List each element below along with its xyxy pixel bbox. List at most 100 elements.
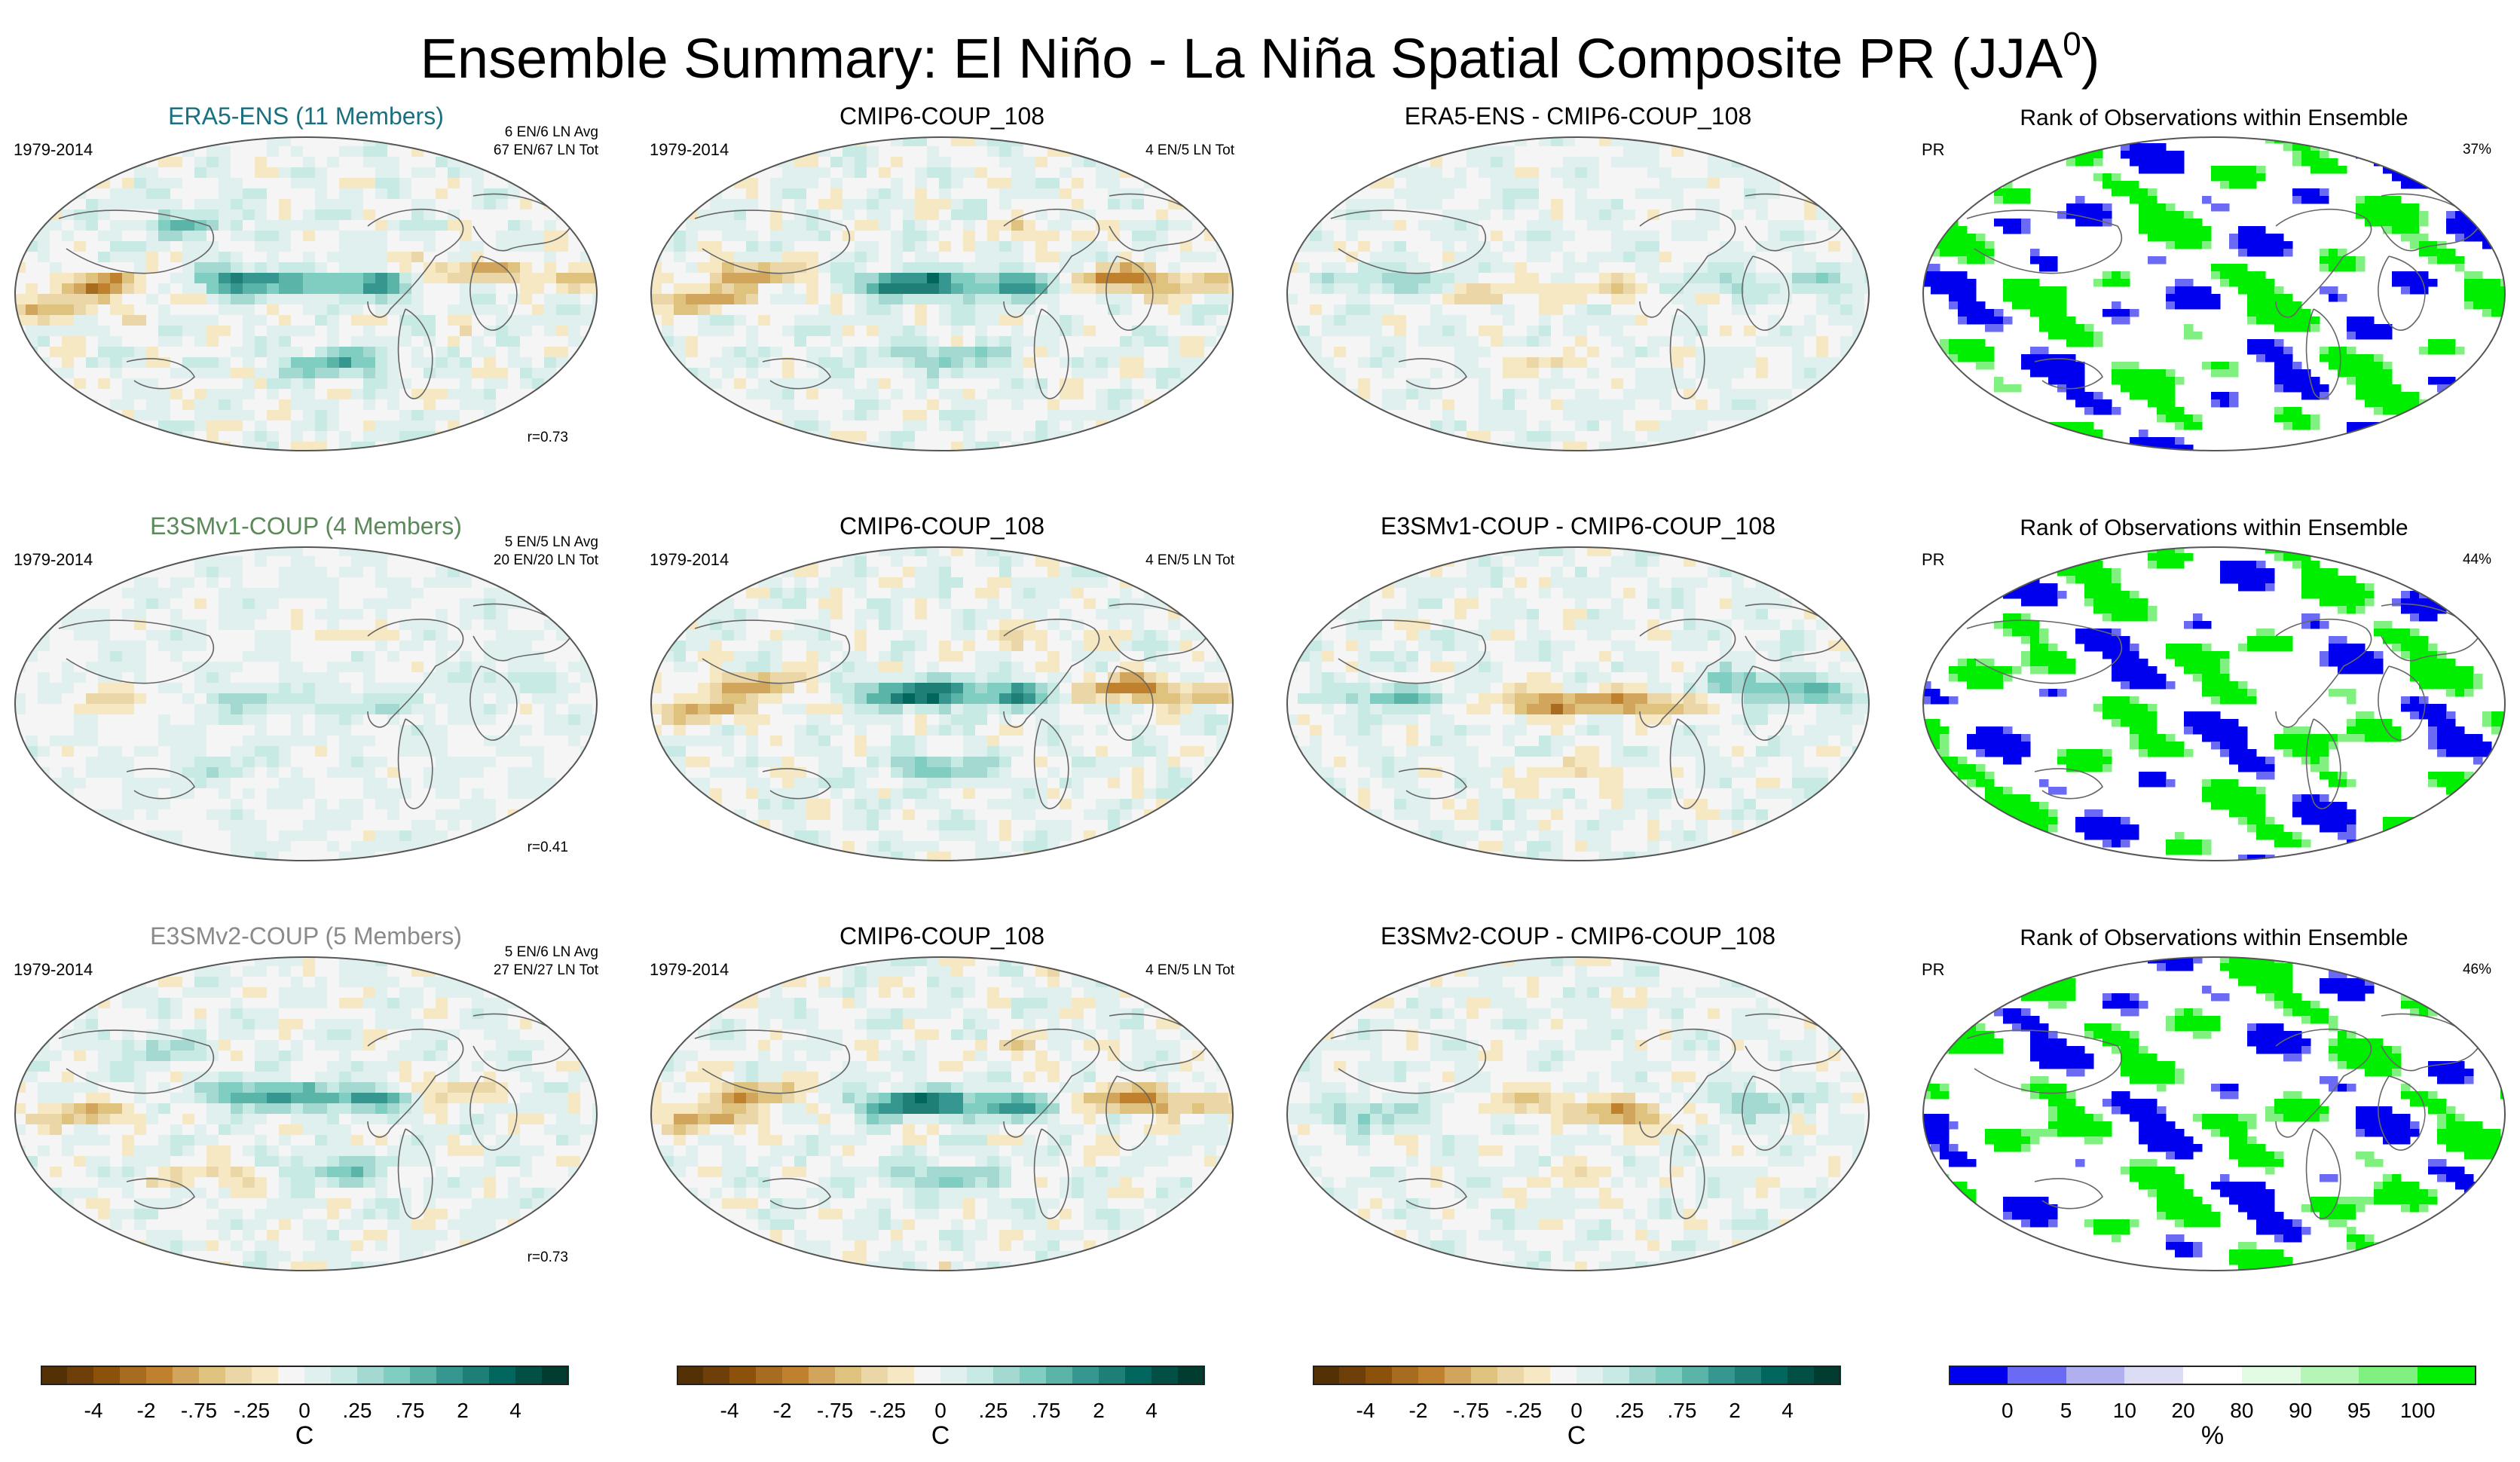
map-cell [686, 157, 699, 168]
map-cell [255, 231, 268, 242]
map-cell [1023, 347, 1036, 358]
map-cell [915, 368, 928, 379]
map-cell [1035, 421, 1048, 432]
map-cell [279, 326, 292, 337]
map-cell [975, 399, 988, 411]
map-cell [927, 220, 940, 231]
map-cell [1503, 273, 1515, 284]
map-cell [1575, 146, 1588, 158]
map-cell [999, 378, 1012, 390]
map-cell [963, 378, 976, 390]
map-cell [387, 167, 400, 179]
map-cell [484, 220, 497, 231]
map-cell [1744, 178, 1757, 189]
map-cell [206, 252, 219, 263]
map-cell [758, 199, 771, 210]
map-cell [1563, 368, 1576, 379]
rank-cell [2383, 211, 2393, 219]
map-cell [1132, 262, 1145, 274]
map-cell [915, 347, 928, 358]
map-cell [110, 220, 123, 231]
map-cell [686, 410, 699, 421]
rank-cell [2392, 219, 2402, 227]
map-cell [1216, 199, 1229, 210]
map-cell [255, 347, 268, 358]
map-cell [1659, 326, 1672, 337]
map-cell [146, 241, 159, 252]
map-cell [255, 188, 268, 200]
map-cell [1096, 378, 1109, 390]
map-cell [1322, 178, 1335, 189]
map-cell [867, 421, 879, 432]
map-cell [182, 178, 195, 189]
map-cell [1298, 294, 1310, 305]
map-cell [770, 315, 783, 326]
map-cell [1072, 167, 1084, 179]
map-cell [1454, 389, 1467, 400]
map-cell [484, 273, 497, 284]
map-cell [1287, 410, 1298, 421]
map-cell [1491, 315, 1503, 326]
map-cell [1491, 368, 1503, 379]
map-cell [1659, 431, 1672, 442]
map-cell [520, 273, 533, 284]
map-cell [758, 241, 771, 252]
map-cell [1228, 421, 1233, 432]
obs-count-label: 6 EN/6 LN Avg 67 EN/67 LN Tot [433, 124, 598, 160]
map-cell [26, 378, 38, 390]
map-cell [279, 399, 292, 411]
map-cell [903, 336, 916, 347]
rank-cell [2292, 188, 2302, 197]
map-cell [26, 368, 38, 379]
map-cell [903, 399, 916, 411]
map-cell [424, 137, 436, 147]
map-cell [1744, 399, 1757, 411]
map-cell [544, 167, 557, 179]
map-cell [1108, 137, 1121, 147]
map-cell [1659, 273, 1672, 284]
map-cell [436, 220, 448, 231]
rank-cell [2075, 143, 2085, 151]
map-cell [50, 347, 63, 358]
map-cell [1503, 241, 1515, 252]
coastline [58, 210, 215, 274]
map-cell [698, 315, 711, 326]
map-cell [674, 210, 687, 221]
map-cell [1587, 389, 1600, 400]
map-cell [1599, 421, 1612, 432]
map-cell [219, 368, 231, 379]
map-cell [1479, 283, 1491, 295]
map-cell [448, 357, 460, 369]
map-cell [1132, 199, 1145, 210]
map-cell [1852, 304, 1865, 316]
map-cell [1551, 220, 1564, 231]
rank-cell [2446, 249, 2456, 257]
map-cell [363, 167, 376, 179]
coastline [1639, 208, 1736, 318]
map-cell [746, 294, 759, 305]
map-cell [436, 262, 448, 274]
map-cell [915, 431, 928, 442]
map-cell [746, 399, 759, 411]
map-cell [806, 294, 819, 305]
map-cell [243, 357, 255, 369]
map-cell [1720, 241, 1732, 252]
map-cell [746, 146, 759, 158]
map-cell [1096, 210, 1109, 221]
map-cell [532, 357, 545, 369]
map-cell [1192, 315, 1205, 326]
rank-cell [1958, 271, 1968, 280]
map-cell [782, 188, 795, 200]
map-cell [158, 315, 171, 326]
map-cell [1659, 336, 1672, 347]
map-cell [951, 273, 964, 284]
map-cell [903, 157, 916, 168]
rank-cell [2148, 196, 2158, 204]
map-cell [1466, 283, 1479, 295]
map-cell [532, 273, 545, 284]
map-cell [267, 167, 280, 179]
map-cell [206, 188, 219, 200]
map-cell [843, 199, 855, 210]
map-cell [1792, 252, 1805, 263]
map-cell [1756, 157, 1769, 168]
